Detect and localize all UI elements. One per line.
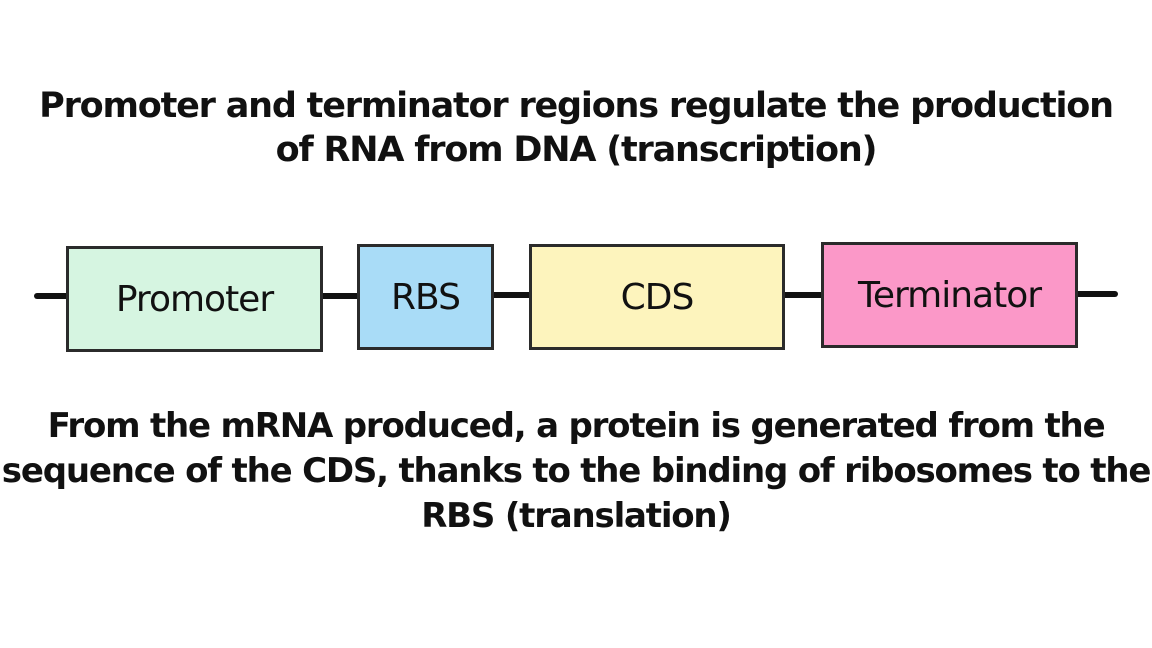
promoter-box: Promoter: [66, 246, 323, 352]
transcription-caption-line-2: of RNA from DNA (transcription): [275, 130, 878, 170]
translation-caption-line-1: From the mRNA produced, a protein is gen…: [47, 406, 1106, 446]
transcription-caption: Promoter and terminator regions regulate…: [0, 84, 1152, 172]
cds-box: CDS: [529, 244, 785, 350]
translation-caption-line-2: sequence of the CDS, thanks to the bindi…: [1, 451, 1152, 491]
dna-strand-right: [1075, 291, 1118, 297]
dna-strand-rbs-cds: [491, 292, 532, 298]
translation-caption-line-3: RBS (translation): [421, 496, 732, 536]
cds-label: CDS: [620, 276, 695, 318]
translation-caption: From the mRNA produced, a protein is gen…: [0, 404, 1152, 539]
promoter-label: Promoter: [115, 278, 274, 320]
dna-strand-left: [34, 293, 70, 299]
transcription-caption-line-1: Promoter and terminator regions regulate…: [39, 86, 1114, 126]
terminator-label: Terminator: [857, 274, 1042, 316]
dna-strand-promoter-rbs: [320, 293, 360, 299]
rbs-label: RBS: [391, 276, 461, 318]
terminator-box: Terminator: [821, 242, 1078, 348]
dna-strand-cds-terminator: [782, 292, 824, 298]
rbs-box: RBS: [357, 244, 494, 350]
